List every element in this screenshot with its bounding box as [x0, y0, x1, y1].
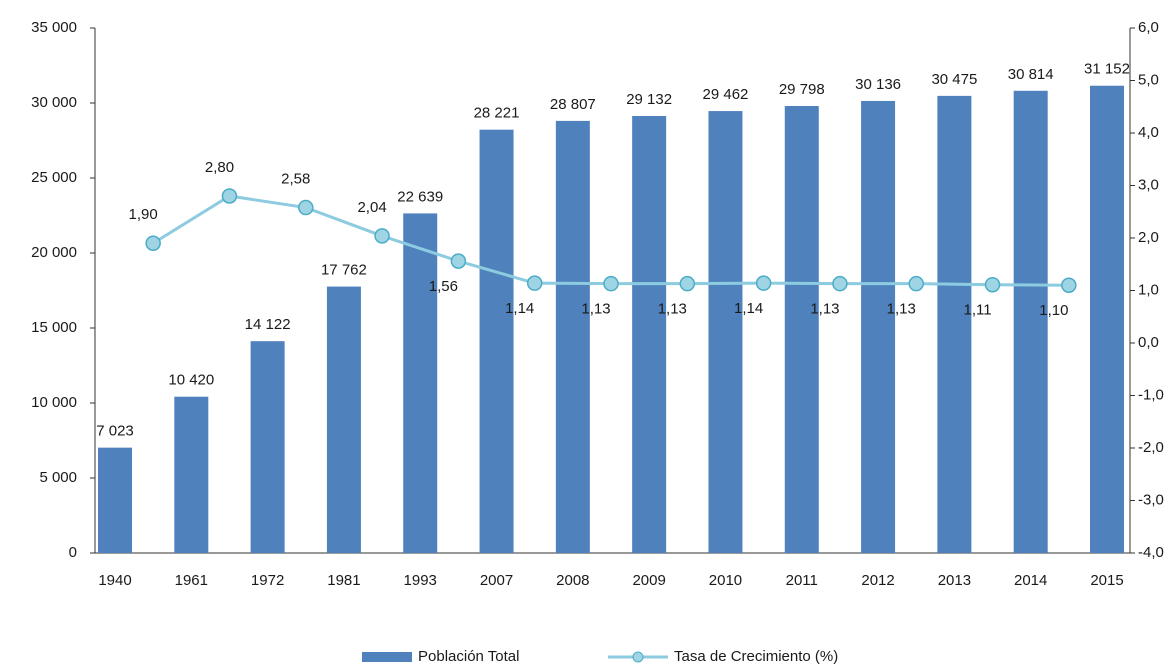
- legend-swatch-marker: [632, 651, 644, 663]
- bar-value-label: 29 798: [779, 81, 825, 98]
- bar: [555, 120, 590, 554]
- x-tick-label: 1961: [175, 572, 208, 589]
- y2-tick-label: -2,0: [1138, 439, 1164, 456]
- bar: [937, 95, 972, 553]
- growth-value-label: 2,04: [357, 199, 386, 216]
- y2-tick-label: 1,0: [1138, 281, 1159, 298]
- growth-value-label: 1,13: [887, 301, 916, 318]
- growth-marker: [450, 253, 467, 269]
- growth-value-label: 1,56: [429, 278, 458, 295]
- bar-value-label: 14 122: [245, 316, 291, 333]
- y-tick-label: 5 000: [39, 469, 77, 486]
- bar: [708, 111, 743, 553]
- y2-tick-label: -1,0: [1138, 386, 1164, 403]
- y2-tick-label: 4,0: [1138, 124, 1159, 141]
- y2-tick-label: 6,0: [1138, 19, 1159, 36]
- x-tick-label: 2010: [709, 572, 742, 589]
- bar-value-label: 22 639: [397, 188, 443, 205]
- bar-value-label: 29 462: [703, 86, 749, 103]
- growth-value-label: 1,13: [581, 301, 610, 318]
- y2-tick-label: 0,0: [1138, 334, 1159, 351]
- bar-value-label: 10 420: [168, 372, 214, 389]
- x-tick-label: 2011: [786, 572, 818, 589]
- growth-marker: [526, 275, 543, 291]
- bar: [326, 286, 361, 553]
- growth-marker: [679, 275, 696, 292]
- x-tick-label: 1972: [251, 572, 284, 589]
- x-tick-label: 2015: [1090, 572, 1123, 589]
- growth-marker: [374, 228, 390, 244]
- growth-marker: [603, 275, 619, 292]
- growth-value-label: 2,58: [281, 171, 310, 188]
- bar: [479, 129, 514, 553]
- y-tick-label: 15 000: [31, 319, 77, 336]
- x-tick-label: 2013: [938, 572, 971, 589]
- bar: [1090, 85, 1124, 553]
- growth-marker: [298, 199, 314, 216]
- growth-value-label: 1,14: [734, 300, 763, 317]
- bar-value-label: 31 152: [1084, 61, 1130, 78]
- y2-tick-label: 2,0: [1138, 229, 1159, 246]
- legend-label: Población Total: [418, 648, 519, 665]
- x-tick-label: 1981: [327, 572, 360, 589]
- y2-tick-label: -4,0: [1138, 544, 1164, 561]
- x-tick-label: 2007: [480, 572, 513, 589]
- y2-tick-label: 3,0: [1138, 176, 1159, 193]
- growth-value-label: 1,13: [658, 301, 687, 318]
- y-tick-label: 10 000: [31, 394, 77, 411]
- bar: [861, 100, 896, 554]
- y-tick-label: 25 000: [31, 169, 77, 186]
- growth-marker: [755, 275, 772, 291]
- legend-swatch-bar: [362, 652, 412, 662]
- growth-value-label: 1,14: [505, 300, 534, 317]
- bar: [174, 396, 209, 553]
- growth-marker: [832, 275, 848, 292]
- growth-value-label: 1,10: [1039, 302, 1068, 319]
- legend-label: Tasa de Crecimiento (%): [674, 648, 838, 665]
- growth-marker: [908, 275, 924, 292]
- bar: [1013, 90, 1048, 553]
- y-tick-label: 35 000: [31, 19, 77, 36]
- y2-tick-label: -3,0: [1138, 491, 1164, 508]
- bar: [403, 213, 438, 554]
- y-tick-label: 0: [69, 544, 77, 561]
- x-tick-label: 2008: [556, 572, 589, 589]
- y2-tick-label: 5,0: [1138, 71, 1159, 88]
- x-tick-label: 2012: [861, 572, 894, 589]
- bar-value-label: 30 814: [1008, 66, 1054, 83]
- bar-value-label: 7 023: [96, 423, 134, 440]
- growth-line: [152, 194, 1069, 287]
- bar-value-label: 29 132: [626, 91, 672, 108]
- growth-marker: [984, 276, 1001, 293]
- y-tick-label: 20 000: [31, 244, 77, 261]
- bar-value-label: 28 807: [550, 96, 596, 113]
- x-tick-label: 2009: [632, 572, 665, 589]
- x-tick-label: 1940: [98, 572, 131, 589]
- bar: [784, 106, 819, 553]
- growth-value-label: 1,11: [963, 302, 991, 319]
- growth-value-label: 1,13: [810, 301, 839, 318]
- growth-marker: [1061, 277, 1077, 293]
- bar: [98, 447, 132, 553]
- bar-value-label: 28 221: [474, 105, 520, 122]
- bar: [250, 341, 285, 553]
- bar: [632, 116, 667, 554]
- growth-marker: [145, 235, 161, 251]
- x-tick-label: 2014: [1014, 572, 1047, 589]
- y-tick-label: 30 000: [31, 94, 77, 111]
- growth-value-label: 2,80: [205, 159, 234, 176]
- x-tick-label: 1993: [404, 572, 437, 589]
- growth-marker: [221, 188, 238, 204]
- bar-value-label: 30 136: [855, 76, 901, 93]
- growth-value-label: 1,90: [129, 206, 158, 223]
- bar-value-label: 30 475: [931, 71, 977, 88]
- bar-value-label: 17 762: [321, 262, 367, 279]
